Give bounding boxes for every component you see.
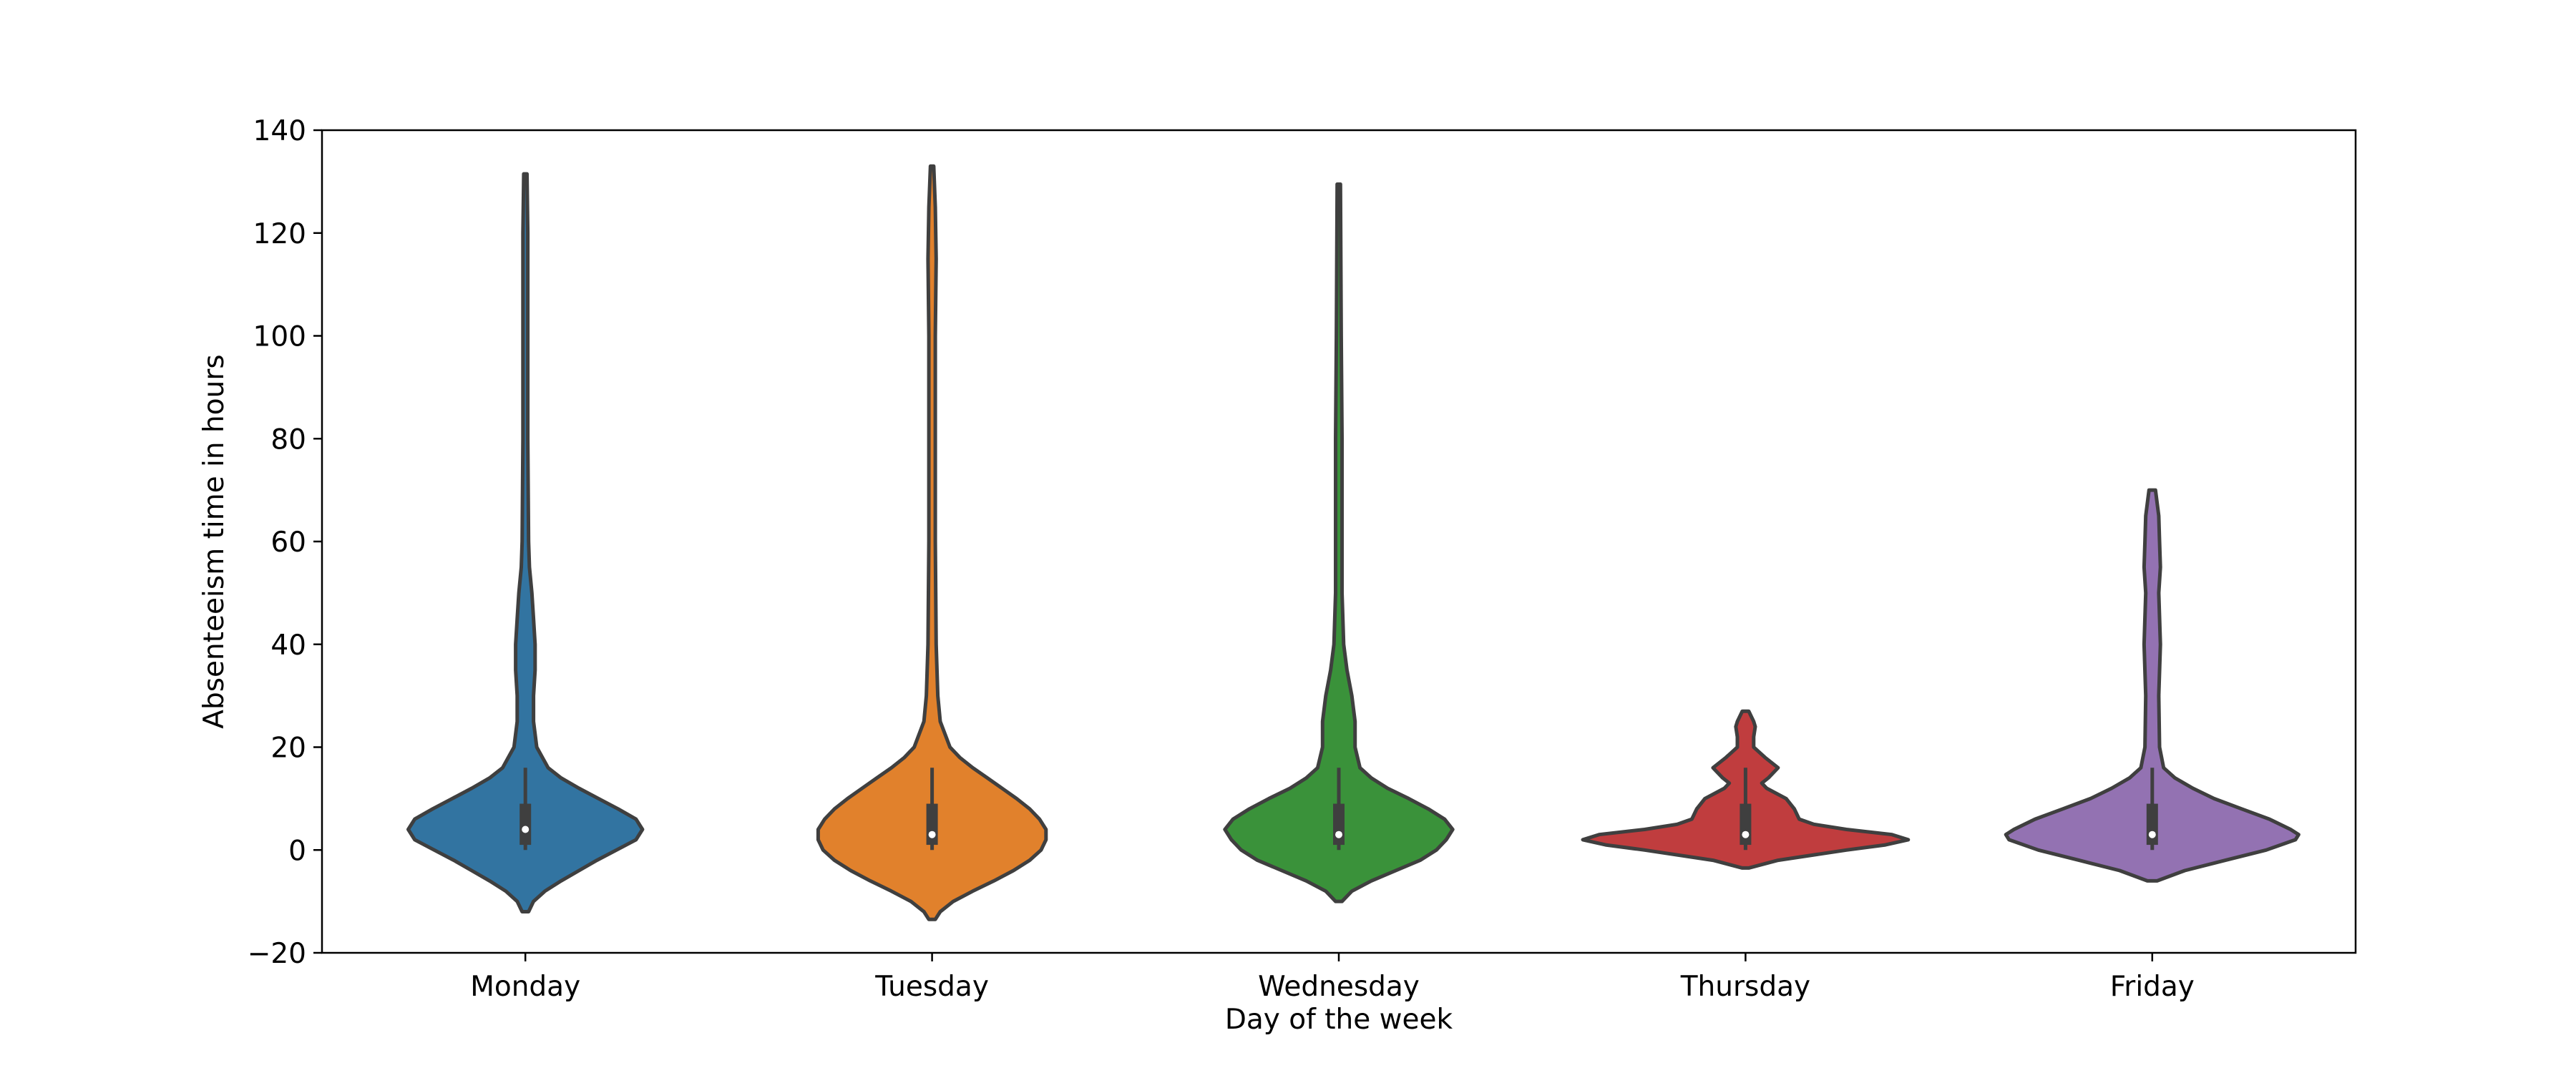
iqr-box-monday (519, 803, 532, 846)
violin-tuesday (816, 164, 1048, 921)
y-axis-label: Absenteeism time in hours (198, 354, 230, 728)
violin-friday (2004, 488, 2301, 883)
y-tick-label: 120 (253, 218, 306, 250)
y-tick-label: 100 (253, 321, 306, 353)
x-axis: Monday Tuesday Wednesday Thursday Friday (470, 953, 2195, 1003)
y-tick-label: 80 (270, 423, 306, 456)
y-tick-label: 20 (270, 733, 306, 765)
median-dot-friday (2148, 831, 2156, 838)
median-dot-thursday (1742, 831, 1750, 838)
x-tick-label-monday: Monday (470, 971, 580, 1003)
x-tick-label-thursday: Thursday (1680, 971, 1810, 1003)
x-tick-label-wednesday: Wednesday (1258, 971, 1420, 1003)
y-tick-label: 40 (270, 629, 306, 662)
median-dot-monday (522, 825, 530, 833)
iqr-box-wednesday (1333, 803, 1345, 846)
iqr-box-thursday (1740, 803, 1752, 846)
x-tick-label-friday: Friday (2110, 971, 2195, 1003)
y-tick-label: 140 (253, 115, 306, 147)
violins-layer (406, 164, 2301, 921)
y-axis: −20 0 20 40 60 80 100 120 140 (248, 115, 322, 970)
y-tick-label: −20 (248, 938, 306, 970)
x-tick-label-tuesday: Tuesday (874, 971, 989, 1003)
median-dot-tuesday (928, 831, 936, 838)
y-tick-label: 60 (270, 526, 306, 559)
iqr-box-tuesday (926, 803, 938, 846)
violin-wednesday (1223, 182, 1455, 903)
x-axis-label: Day of the week (1225, 1004, 1453, 1036)
iqr-box-friday (2146, 803, 2158, 846)
violin-monday (406, 172, 645, 913)
y-tick-label: 0 (288, 835, 306, 867)
median-dot-wednesday (1335, 831, 1342, 838)
